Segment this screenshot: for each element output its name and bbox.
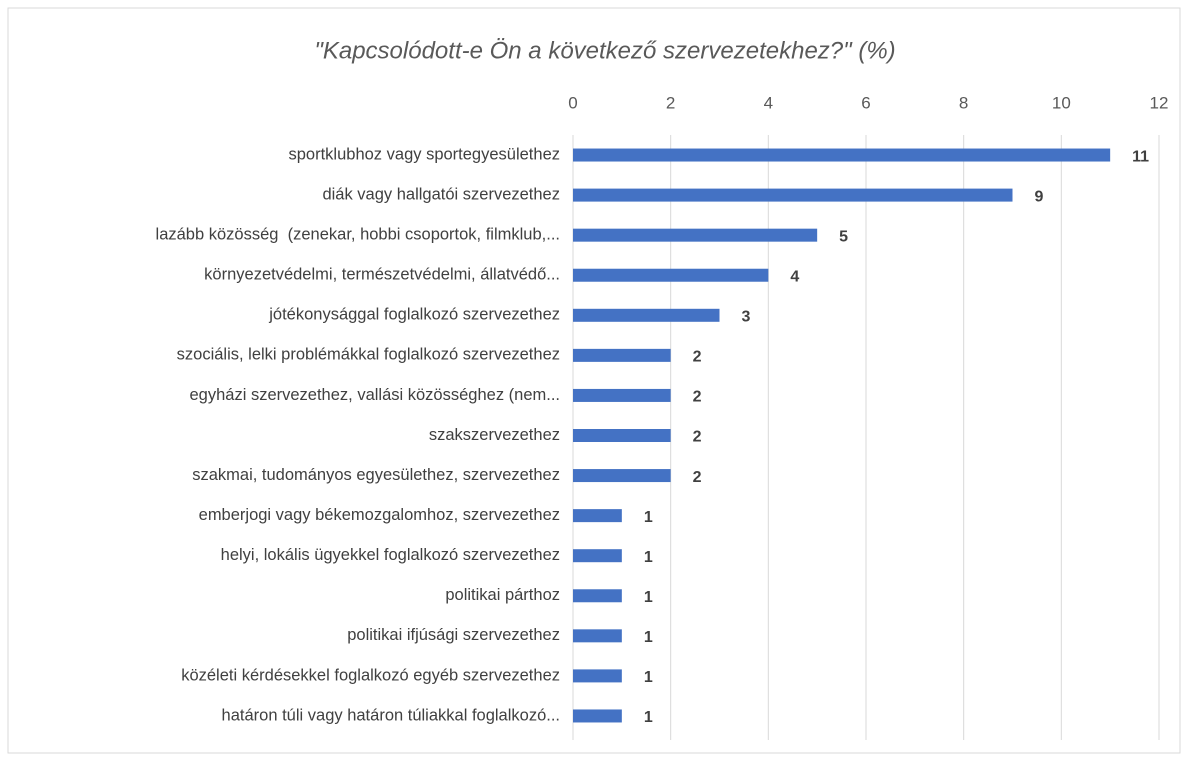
data-label: 1 [644, 629, 653, 646]
x-tick-label: 8 [959, 93, 968, 112]
bar [573, 148, 1111, 162]
y-tick-label: emberjogi vagy békemozgalomhoz, szerveze… [199, 506, 560, 524]
x-tick-label: 12 [1150, 93, 1169, 112]
y-tick-label: szakmai, tudományos egyesülethez, szerve… [192, 466, 560, 484]
bar [573, 669, 622, 683]
y-tick-label: egyházi szervezethez, vallási közösséghe… [189, 386, 560, 404]
y-tick-label: szakszervezethez [429, 426, 560, 444]
bar [573, 228, 818, 242]
chart-border [7, 7, 1181, 754]
data-label: 2 [693, 349, 702, 366]
data-label: 3 [742, 309, 751, 326]
data-label: 2 [693, 389, 702, 406]
data-label: 2 [693, 469, 702, 486]
y-tick-label: helyi, lokális ügyekkel foglalkozó szerv… [221, 546, 560, 564]
y-tick-label: politikai párthoz [445, 586, 560, 604]
bar [573, 429, 671, 442]
bar [573, 469, 671, 483]
data-label: 2 [693, 429, 702, 446]
chart-title: "Kapcsolódott-e Ön a következő szervezet… [314, 37, 895, 64]
bar [573, 589, 622, 603]
x-tick-label: 4 [764, 93, 773, 112]
x-tick-label: 10 [1052, 93, 1071, 112]
bar [573, 388, 671, 402]
bar [573, 629, 622, 643]
y-tick-label: jótékonysággal foglalkozó szervezethez [268, 306, 560, 324]
bar [573, 308, 720, 322]
data-label: 5 [839, 228, 848, 245]
data-label: 1 [644, 549, 653, 566]
data-label: 11 [1132, 148, 1149, 165]
y-tick-label: diák vagy hallgatói szervezethez [322, 185, 560, 203]
y-tick-label: határon túli vagy határon túliakkal fogl… [222, 706, 560, 724]
bar [573, 188, 1013, 202]
x-tick-label: 0 [568, 93, 577, 112]
y-tick-label: környezetvédelmi, természetvédelmi, álla… [204, 266, 560, 284]
bar [573, 709, 622, 723]
y-tick-label: politikai ifjúsági szervezethez [347, 626, 560, 644]
bar [573, 549, 622, 563]
data-label: 1 [644, 589, 653, 606]
data-label: 4 [790, 268, 799, 285]
data-label: 1 [644, 509, 653, 526]
data-label: 9 [1035, 188, 1044, 205]
y-tick-label: szociális, lelki problémákkal foglalkozó… [177, 346, 560, 364]
x-tick-label: 2 [666, 93, 675, 112]
y-tick-label: sportklubhoz vagy sportegyesülethez [289, 145, 561, 163]
data-label: 1 [644, 709, 653, 726]
bar [573, 509, 622, 523]
y-tick-label: közéleti kérdésekkel foglalkozó egyéb sz… [181, 666, 560, 684]
bar [573, 268, 769, 282]
bar [573, 348, 671, 362]
y-tick-label: lazább közösség (zenekar, hobbi csoporto… [156, 226, 560, 244]
x-tick-label: 6 [861, 93, 870, 112]
data-label: 1 [644, 669, 653, 686]
